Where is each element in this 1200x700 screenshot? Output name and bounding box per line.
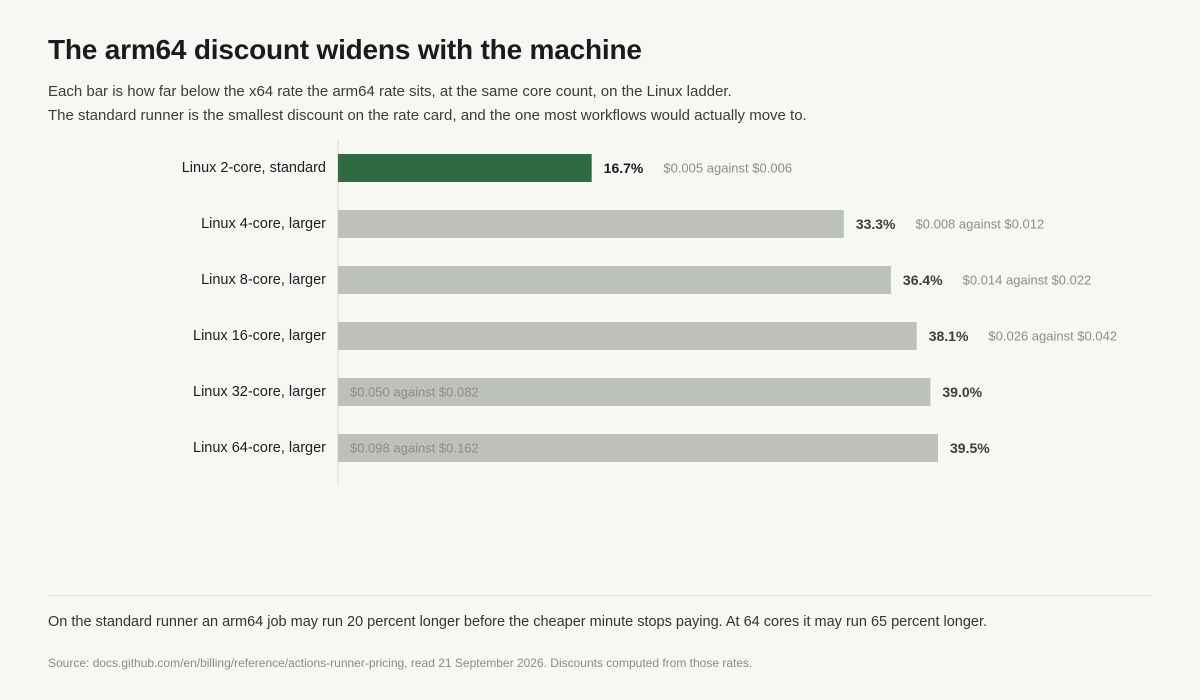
bar: [338, 210, 844, 238]
bar: [338, 266, 891, 294]
value-label: 38.1%: [929, 328, 969, 344]
category-label: Linux 8-core, larger: [201, 272, 326, 288]
value-label: 36.4%: [903, 272, 943, 288]
rate-label: $0.098 against $0.162: [350, 441, 479, 456]
rate-label: $0.005 against $0.006: [663, 161, 792, 176]
subtitle-line-2: The standard runner is the smallest disc…: [48, 107, 807, 124]
discount-bar-chart: Linux 2-core, standard 16.7% $0.005 agains…: [182, 140, 1117, 485]
takeaway-note: On the standard runner an arm64 job may …: [48, 614, 988, 630]
category-label: Linux 2-core, standard: [182, 160, 326, 176]
bar: [338, 154, 592, 182]
source-note: Source: docs.github.com/en/billing/refer…: [48, 656, 753, 670]
rate-label: $0.026 against $0.042: [988, 329, 1117, 344]
category-label: Linux 32-core, larger: [193, 384, 326, 400]
subtitle-line-1: Each bar is how far below the x64 rate t…: [48, 83, 732, 100]
value-label: 39.5%: [950, 440, 990, 456]
rate-label: $0.050 against $0.082: [350, 385, 479, 400]
bar: [338, 434, 938, 462]
bar: [338, 378, 931, 406]
rate-label: $0.008 against $0.012: [916, 217, 1045, 232]
category-label: Linux 16-core, larger: [193, 328, 326, 344]
category-label: Linux 4-core, larger: [201, 216, 326, 232]
value-label: 39.0%: [942, 384, 982, 400]
category-label: Linux 64-core, larger: [193, 440, 326, 456]
chart-subtitle: Each bar is how far below the x64 rate t…: [48, 80, 807, 128]
bar: [338, 322, 917, 350]
footer-divider: [48, 595, 1152, 596]
rate-label: $0.014 against $0.022: [963, 273, 1092, 288]
value-label: 33.3%: [856, 216, 896, 232]
chart-title: The arm64 discount widens with the machi…: [48, 34, 642, 65]
value-label: 16.7%: [604, 160, 644, 176]
